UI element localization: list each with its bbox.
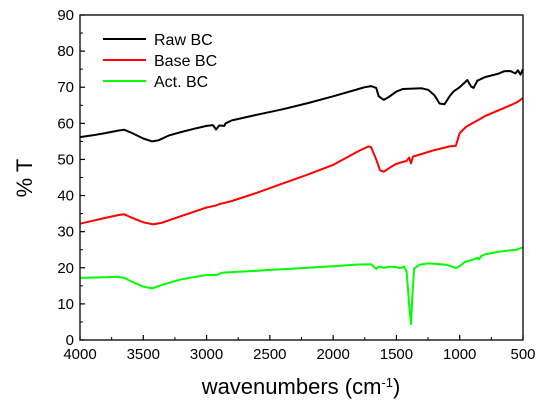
y-tick-label: 20 [57,260,74,277]
tick-layer: 4000 3500 3000 2500 2000 1500 1000 500 0 10 20 30 40… [57,7,535,363]
legend-label-base-bc: Base BC [154,53,217,70]
y-tick-label: 30 [57,224,74,241]
legend-label-act-bc: Act. BC [154,74,208,91]
y-axis-title: % T [12,159,37,198]
y-tick-label: 70 [57,79,74,96]
series-line-act-bc [79,246,524,326]
x-tick-label: 1000 [443,346,476,363]
series-layer [79,68,524,326]
y-tick-label: 50 [57,151,74,168]
x-tick-label: 500 [510,346,535,363]
x-tick-label: 1500 [380,346,413,363]
x-tick-label: 2000 [316,346,349,363]
y-tick-label: 0 [66,332,74,349]
x-axis-title-main: wavenumbers (cm [201,374,382,399]
legend: Raw BC Base BC Act. BC [103,32,217,91]
x-tick-label: 2500 [253,346,286,363]
x-tick-label: 4000 [63,346,96,363]
y-tick-label: 40 [57,188,74,205]
x-axis-title-superscript: -1 [381,375,393,390]
series-line-base-bc [79,97,524,226]
x-axis-title: wavenumbers (cm-1) [201,374,401,399]
series-line-raw-bc [79,68,524,143]
y-tick-label: 80 [57,43,74,60]
x-tick-label: 3000 [190,346,223,363]
legend-label-raw-bc: Raw BC [154,32,213,49]
y-tick-label: 90 [57,7,74,24]
x-tick-label: 3500 [127,346,160,363]
y-tick-label: 60 [57,115,74,132]
x-axis-title-close: ) [393,374,400,399]
y-tick-label: 10 [57,296,74,313]
